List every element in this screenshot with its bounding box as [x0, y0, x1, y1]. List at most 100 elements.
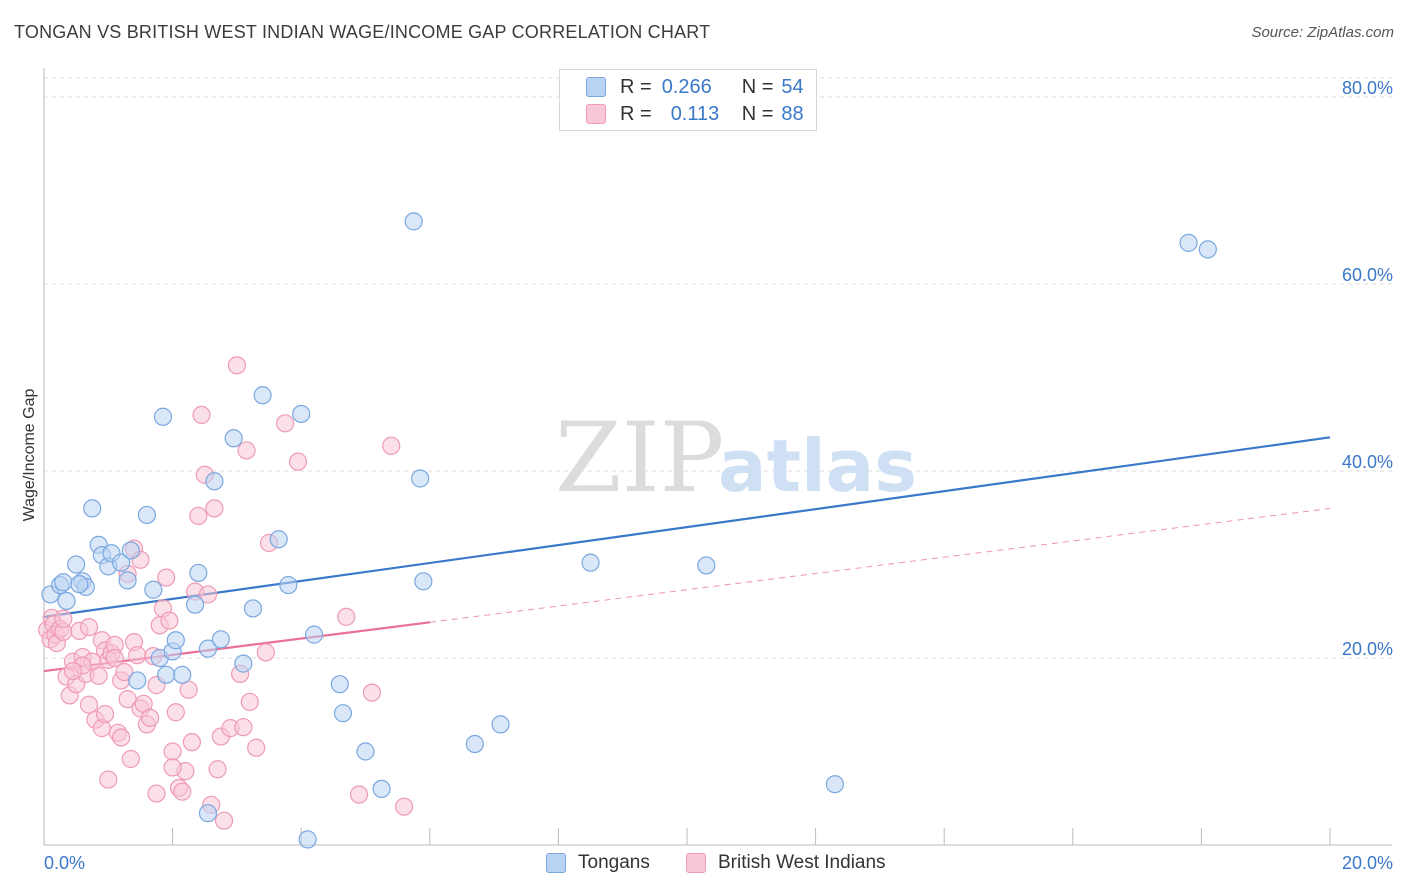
- tongan-point: [189, 563, 208, 583]
- tongan-point: [333, 704, 353, 723]
- bottom-legend-tongans: Tongans: [546, 852, 650, 874]
- bwi-point: [157, 568, 176, 587]
- legend-swatch-pink: [586, 104, 606, 124]
- bwi-point: [95, 704, 115, 724]
- bwi-point: [121, 749, 140, 769]
- bwi-point: [208, 760, 227, 779]
- bwi-point: [182, 733, 201, 752]
- legend-r-value: 0.266: [661, 75, 712, 98]
- tongan-point: [67, 555, 86, 574]
- bwi-point: [276, 414, 295, 433]
- legend-r-label: R =: [620, 75, 652, 98]
- tongan-point: [198, 639, 218, 658]
- trend-line-extension-bwi: [429, 507, 1331, 623]
- stats-legend: R = 0.266 N = 54 R = 0.113 N = 88: [559, 69, 817, 131]
- y-tick-label: 20.0%: [1342, 639, 1393, 659]
- grid-layer: [44, 77, 1392, 659]
- tongan-point: [465, 734, 484, 754]
- bwi-point: [337, 607, 356, 626]
- tongan-point: [198, 804, 218, 823]
- bwi-point: [382, 436, 401, 455]
- bwi-point: [205, 499, 224, 518]
- legend-swatch-blue: [586, 77, 606, 97]
- tongan-point: [83, 499, 102, 518]
- legend-r-label: R =: [620, 102, 652, 125]
- x-tick-label-max: 20.0%: [1342, 853, 1393, 873]
- tongan-point: [1198, 240, 1217, 259]
- legend-n-label: N =: [741, 75, 774, 98]
- legend-n-label: N =: [741, 102, 774, 125]
- bwi-point: [163, 742, 182, 761]
- y-tick-label: 60.0%: [1342, 265, 1393, 285]
- bwi-point: [192, 405, 211, 424]
- tongan-point: [137, 505, 156, 525]
- bwi-point: [115, 662, 134, 682]
- bwi-point: [362, 683, 382, 702]
- tongan-point: [157, 665, 176, 684]
- tongan-point: [112, 553, 131, 572]
- bwi-point: [128, 646, 147, 665]
- tongan-point: [404, 212, 423, 231]
- y-tick-label: 40.0%: [1342, 452, 1393, 472]
- bottom-legend-bwi: British West Indians: [686, 852, 886, 874]
- tongan-point: [118, 571, 137, 590]
- source-label: Source: ZipAtlas.com: [1251, 24, 1394, 41]
- tongan-point: [186, 595, 205, 614]
- tongan-point: [414, 572, 433, 591]
- legend-r-value: 0.113: [670, 102, 720, 125]
- bwi-point: [214, 811, 234, 830]
- bwi-point: [173, 782, 192, 801]
- y-axis-label: Wage/Income Gap: [21, 389, 38, 522]
- tongan-point: [411, 469, 430, 488]
- legend-n-value: 54: [781, 75, 804, 98]
- tongan-point: [356, 742, 375, 761]
- watermark-zip: ZIP: [555, 402, 724, 514]
- bwi-point: [140, 708, 160, 727]
- bwi-point: [166, 703, 185, 722]
- trend-line-tongans: [43, 436, 1331, 618]
- bwi-point: [240, 692, 259, 712]
- bwi-point: [227, 356, 246, 375]
- legend-row-tongans: R = 0.266 N = 54: [586, 75, 804, 99]
- bwi-point: [394, 797, 414, 816]
- tongan-point: [211, 630, 230, 649]
- bwi-point: [247, 738, 266, 757]
- bwi-point: [79, 695, 99, 714]
- tongan-point: [581, 553, 600, 572]
- tongan-point: [292, 404, 311, 424]
- x-tick-label-min: 0.0%: [44, 853, 85, 873]
- legend-row-bwi: R = 0.113 N = 88: [586, 102, 804, 126]
- bwi-point: [105, 648, 124, 668]
- tongan-point: [57, 591, 76, 611]
- tongan-point: [491, 715, 510, 734]
- bottom-swatch-blue: [546, 853, 566, 873]
- bwi-point: [234, 718, 253, 737]
- bwi-point: [99, 770, 118, 789]
- watermark: ZIP atlas: [555, 402, 917, 514]
- tongan-point: [330, 675, 349, 694]
- tongan-point: [1179, 233, 1198, 252]
- bwi-point: [179, 680, 198, 699]
- tongan-point: [205, 472, 224, 491]
- tongan-point: [304, 625, 324, 644]
- bwi-point: [112, 728, 131, 747]
- bwi-point: [189, 506, 208, 525]
- bwi-point: [79, 618, 99, 637]
- bwi-point: [63, 661, 83, 681]
- bwi-point: [237, 441, 256, 460]
- tongan-point: [697, 556, 716, 575]
- bottom-legend-label: British West Indians: [718, 852, 886, 873]
- tongan-point: [128, 671, 147, 690]
- bwi-point: [288, 452, 308, 471]
- tongan-point: [825, 775, 844, 794]
- tongan-point: [243, 599, 263, 618]
- points-layer: [38, 212, 1217, 849]
- tongan-point: [54, 573, 73, 592]
- y-tick-label: 80.0%: [1342, 78, 1393, 98]
- tongan-point: [144, 580, 163, 599]
- tongan-point: [269, 530, 288, 549]
- tongan-point: [224, 429, 243, 448]
- bwi-point: [198, 585, 218, 604]
- bottom-legend-label: Tongans: [578, 852, 650, 873]
